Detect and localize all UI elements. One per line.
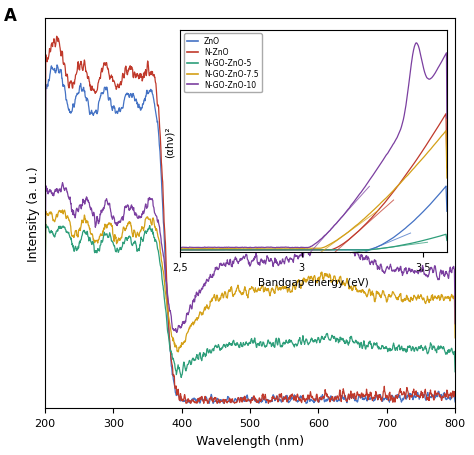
Y-axis label: Intensity (a. u.): Intensity (a. u.) (27, 166, 39, 261)
X-axis label: Wavelength (nm): Wavelength (nm) (196, 434, 304, 447)
Text: A: A (4, 7, 17, 25)
